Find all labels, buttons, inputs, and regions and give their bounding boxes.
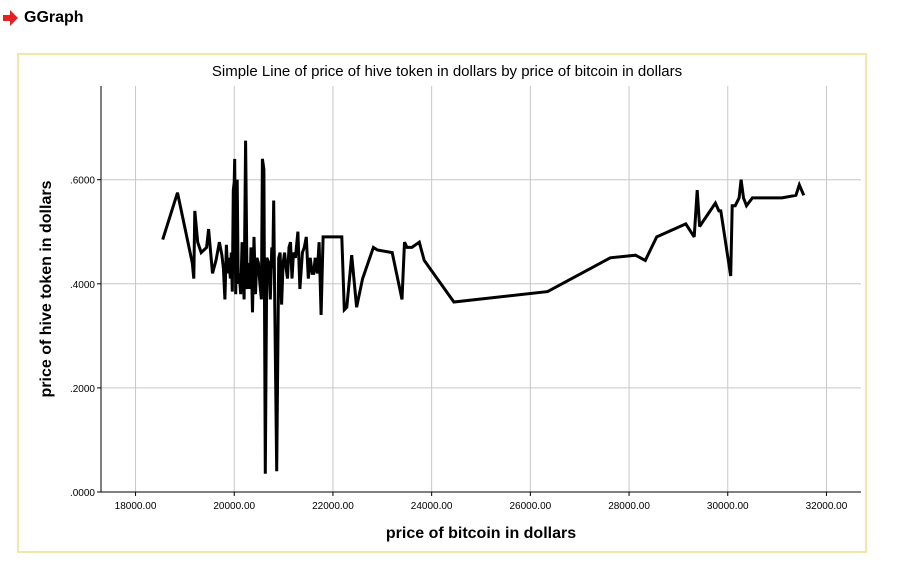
x-tick-label: 24000.00 — [411, 501, 453, 512]
y-tick-label: .2000 — [70, 384, 95, 395]
x-tick-label: 28000.00 — [608, 501, 650, 512]
x-tick-label: 30000.00 — [707, 501, 749, 512]
x-tick-label: 22000.00 — [312, 501, 354, 512]
y-tick-label: .0000 — [70, 488, 95, 499]
x-tick-label: 32000.00 — [806, 501, 848, 512]
y-axis-label: price of hive token in dollars — [38, 180, 55, 397]
y-tick-label: .6000 — [70, 176, 95, 187]
y-tick-label: .4000 — [70, 280, 95, 291]
red-arrow-right-icon — [3, 10, 18, 26]
output-header: GGraph — [0, 6, 84, 30]
gridlines — [101, 86, 861, 492]
x-tick-label: 26000.00 — [509, 501, 551, 512]
series-layer — [161, 140, 806, 474]
chart-frame: 18000.00 20000.00 22000.00 24000.00 26000.00… — [17, 53, 867, 553]
section-title[interactable]: GGraph — [24, 9, 84, 26]
x-tick-label: 20000.00 — [213, 501, 255, 512]
axes — [100, 86, 861, 493]
chart-title: Simple Line of price of hive token in do… — [212, 63, 682, 80]
series-line — [161, 140, 806, 474]
x-axis-label: price of bitcoin in dollars — [386, 525, 576, 542]
tick-labels: 18000.00 20000.00 22000.00 24000.00 26000.00… — [70, 176, 848, 512]
x-tick-label: 18000.00 — [115, 501, 157, 512]
line-chart: 18000.00 20000.00 22000.00 24000.00 26000.00… — [38, 63, 861, 542]
